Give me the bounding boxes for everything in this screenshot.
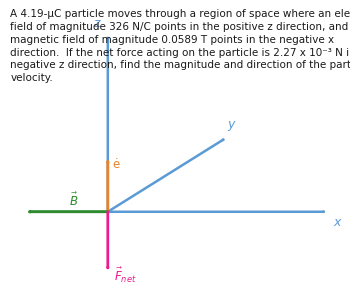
Text: z: z xyxy=(93,17,99,30)
Text: ė: ė xyxy=(113,158,120,171)
Text: x: x xyxy=(333,216,340,230)
Text: $\vec{F}_{net}$: $\vec{F}_{net}$ xyxy=(114,266,136,285)
Text: $\vec{B}$: $\vec{B}$ xyxy=(69,192,78,209)
Text: A 4.19-μC particle moves through a region of space where an electric
field of ma: A 4.19-μC particle moves through a regio… xyxy=(10,9,350,83)
Text: y: y xyxy=(227,118,234,131)
